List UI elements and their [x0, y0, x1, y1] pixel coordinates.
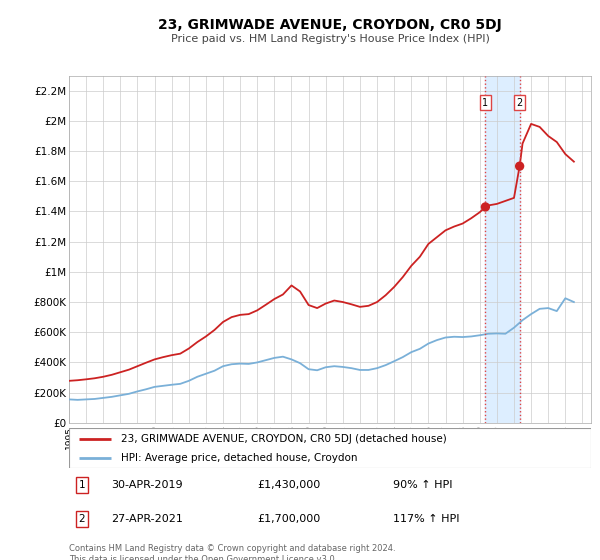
Text: 1: 1 [79, 480, 85, 490]
Bar [485, 76, 520, 423]
Text: Price paid vs. HM Land Registry's House Price Index (HPI): Price paid vs. HM Land Registry's House … [170, 34, 490, 44]
Text: 27-APR-2021: 27-APR-2021 [111, 514, 182, 524]
Text: Contains HM Land Registry data © Crown copyright and database right 2024.
This d: Contains HM Land Registry data © Crown c… [69, 544, 395, 560]
Point [515, 162, 524, 171]
Text: 23, GRIMWADE AVENUE, CROYDON, CR0 5DJ (detached house): 23, GRIMWADE AVENUE, CROYDON, CR0 5DJ (d… [121, 435, 447, 445]
FancyBboxPatch shape [69, 428, 591, 468]
Text: £1,430,000: £1,430,000 [257, 480, 320, 490]
Text: 1: 1 [482, 98, 488, 108]
Text: 30-APR-2019: 30-APR-2019 [111, 480, 182, 490]
Text: 117% ↑ HPI: 117% ↑ HPI [392, 514, 459, 524]
Text: HPI: Average price, detached house, Croydon: HPI: Average price, detached house, Croy… [121, 453, 358, 463]
Point [481, 203, 490, 212]
Text: 23, GRIMWADE AVENUE, CROYDON, CR0 5DJ: 23, GRIMWADE AVENUE, CROYDON, CR0 5DJ [158, 18, 502, 32]
Text: 90% ↑ HPI: 90% ↑ HPI [392, 480, 452, 490]
Text: £1,700,000: £1,700,000 [257, 514, 320, 524]
Text: 2: 2 [79, 514, 85, 524]
Text: 2: 2 [517, 98, 523, 108]
